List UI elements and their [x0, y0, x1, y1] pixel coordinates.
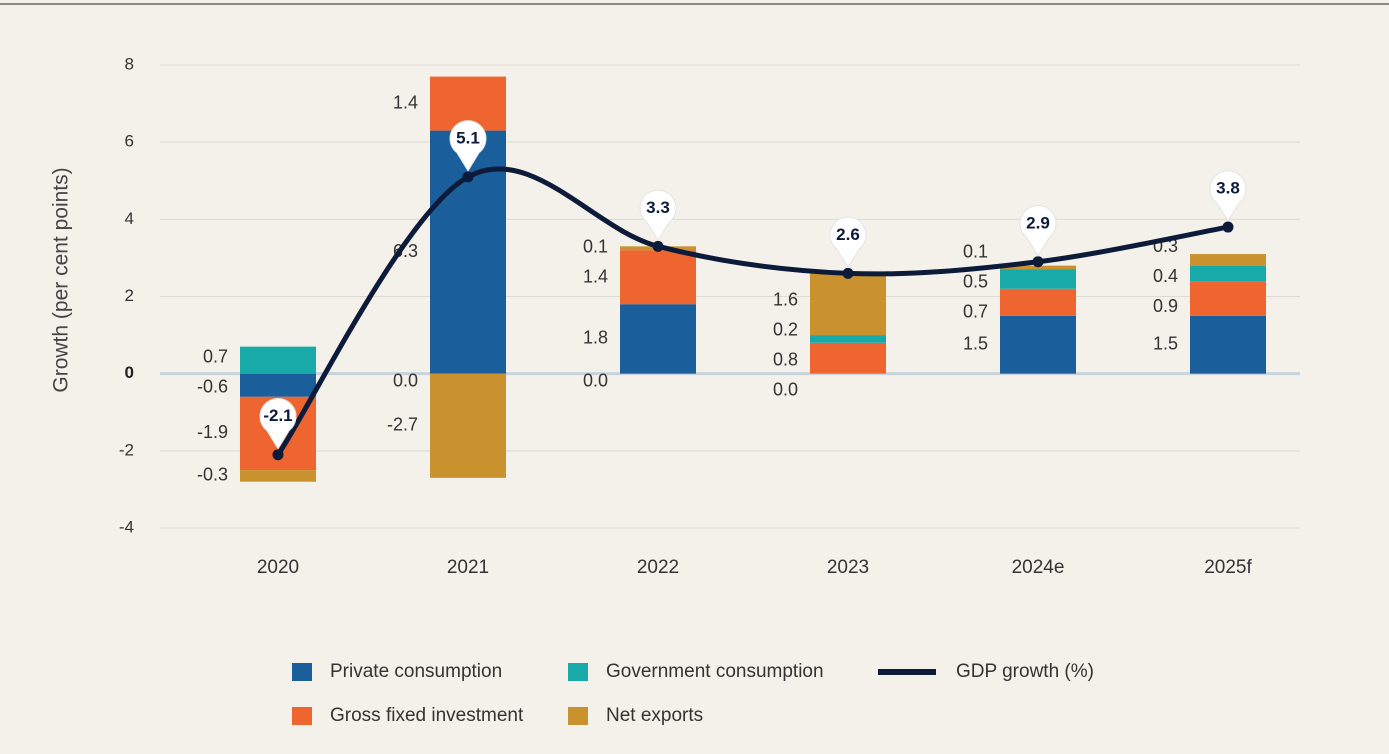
value-label: 1.5	[963, 333, 988, 353]
value-label: 1.8	[583, 328, 608, 348]
bar-segment	[240, 470, 316, 482]
pin-marker	[639, 189, 677, 242]
x-tick-label: 2020	[257, 557, 299, 578]
x-tick-label: 2025f	[1204, 557, 1252, 578]
value-label: 0.5	[963, 272, 988, 292]
bar-segment	[240, 373, 316, 397]
value-label: 1.5	[1153, 333, 1178, 353]
point-label: -2.1	[263, 406, 292, 425]
line-point	[1032, 256, 1044, 268]
pin-marker	[1019, 205, 1057, 257]
bar-segment	[810, 342, 886, 374]
point-label: 5.1	[456, 128, 480, 147]
legend-swatch	[568, 707, 588, 725]
point-label: 2.9	[1026, 213, 1050, 232]
value-label: 0.1	[583, 236, 608, 256]
legend-swatch	[292, 707, 312, 725]
y-tick-label: 2	[125, 286, 134, 305]
bar-segment	[240, 346, 316, 374]
value-label: 0.7	[963, 302, 988, 322]
pin-marker	[829, 216, 867, 269]
y-tick-label: -2	[119, 440, 134, 459]
bar-segment	[620, 304, 696, 374]
legend-label: Private consumption	[330, 661, 502, 682]
point-label: 3.8	[1216, 179, 1240, 198]
legend-label: Net exports	[606, 705, 703, 726]
bar-segment	[1190, 281, 1266, 316]
value-label: -0.6	[197, 376, 228, 396]
y-axis-label: Growth (per cent points)	[50, 167, 73, 392]
legend-label: GDP growth (%)	[956, 661, 1094, 682]
y-tick-label: 8	[125, 54, 134, 73]
legend-swatch	[568, 663, 588, 681]
bar-segment	[1190, 254, 1266, 266]
y-tick-label: 0	[125, 363, 134, 382]
line	[275, 166, 1231, 458]
value-label: 0.1	[963, 242, 988, 262]
point-label: 3.3	[646, 198, 670, 217]
point-label: 2.6	[836, 225, 860, 244]
value-label: -2.7	[387, 415, 418, 435]
pin-marker	[1209, 170, 1247, 223]
bar-segment	[1000, 265, 1076, 270]
value-label: 1.4	[583, 266, 608, 286]
legend-label: Government consumption	[606, 661, 824, 682]
bar-segment	[810, 335, 886, 343]
value-label: 1.6	[773, 290, 798, 310]
value-label: 0.7	[203, 346, 228, 366]
x-tick-label: 2022	[637, 557, 679, 578]
line-point	[1222, 221, 1234, 233]
value-label: -1.9	[197, 422, 228, 442]
value-label: 0.8	[773, 350, 798, 370]
bar-segment	[1000, 269, 1076, 289]
x-tick-label: 2021	[447, 557, 489, 578]
bar-segment	[810, 273, 886, 336]
bar-segment	[1190, 265, 1266, 282]
x-tick-label: 2024e	[1012, 557, 1065, 578]
pin-marker	[449, 120, 487, 172]
value-label: 0.9	[1153, 296, 1178, 316]
bar-segment	[1000, 288, 1076, 316]
legend-label: Gross fixed investment	[330, 705, 524, 726]
line-point	[842, 267, 854, 279]
bar-segment	[1190, 315, 1266, 374]
value-label: 0.0	[583, 370, 608, 390]
value-label: -0.3	[197, 465, 228, 485]
y-tick-label: -4	[119, 517, 134, 536]
pin-marker	[259, 397, 297, 450]
legend-swatch	[292, 663, 312, 681]
value-label: 1.4	[393, 92, 418, 112]
y-tick-label: 6	[125, 132, 134, 151]
value-label: 0.4	[1153, 266, 1178, 286]
line-point	[272, 449, 284, 461]
x-tick-label: 2023	[827, 557, 869, 578]
y-tick-label: 4	[125, 209, 134, 228]
value-label: 0.0	[773, 380, 798, 400]
bar-segment	[430, 373, 506, 478]
line-point	[462, 171, 474, 183]
bar-segment	[620, 250, 696, 305]
value-label: 0.2	[773, 320, 798, 340]
value-label: 0.0	[393, 370, 418, 390]
bar-segment	[1000, 315, 1076, 374]
line-point	[652, 240, 664, 252]
